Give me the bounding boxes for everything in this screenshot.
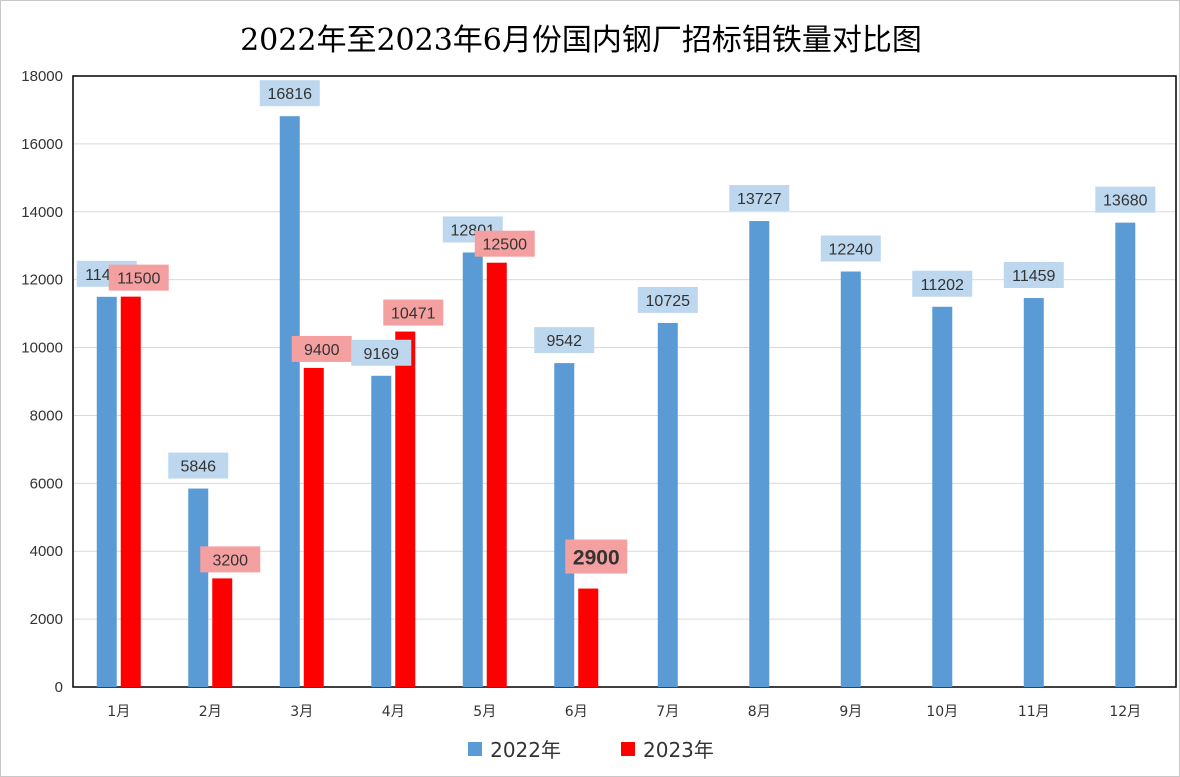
bar-2023 bbox=[578, 588, 599, 687]
plot-border bbox=[72, 75, 1177, 688]
y-tick-label: 10000 bbox=[21, 340, 63, 357]
data-label-2022-bg bbox=[820, 235, 881, 262]
bar-2023 bbox=[395, 331, 416, 687]
bar-2022 bbox=[188, 488, 209, 687]
bar-2022 bbox=[554, 363, 575, 687]
data-label-2022-bg bbox=[351, 339, 412, 366]
bar-2022 bbox=[657, 322, 678, 687]
data-label-2023: 2900 bbox=[573, 547, 620, 570]
data-label-2023: 11500 bbox=[117, 271, 160, 288]
bar-2022 bbox=[279, 116, 300, 687]
data-label-2022: 10725 bbox=[646, 293, 691, 310]
data-label-2022-bg bbox=[259, 80, 320, 107]
x-category-label: 11月 bbox=[1018, 704, 1050, 720]
x-category-label: 6月 bbox=[565, 704, 588, 720]
data-label-2022-bg bbox=[1095, 186, 1156, 213]
legend-label-2023: 2023年 bbox=[643, 738, 714, 762]
data-label-2022: 9542 bbox=[546, 333, 582, 350]
bar-2022 bbox=[462, 252, 483, 687]
y-tick-label: 8000 bbox=[30, 407, 63, 424]
data-label-2022: 13727 bbox=[737, 191, 782, 208]
data-label-2022: 16816 bbox=[268, 86, 313, 103]
bar-2022 bbox=[840, 271, 861, 687]
data-label-2022: 12240 bbox=[829, 242, 874, 259]
bar-2023 bbox=[120, 296, 141, 687]
bar-2023 bbox=[486, 262, 507, 687]
data-label-2022-bg bbox=[637, 286, 698, 313]
bar-2022 bbox=[749, 221, 770, 687]
bar-2022 bbox=[1115, 222, 1136, 687]
data-label-2023-bg bbox=[200, 546, 261, 573]
y-tick-label: 16000 bbox=[21, 136, 63, 153]
y-tick-label: 18000 bbox=[21, 68, 63, 85]
data-label-2023-bg bbox=[108, 264, 169, 291]
y-tick-label: 4000 bbox=[30, 543, 63, 560]
data-label-2023-bg bbox=[565, 539, 628, 574]
y-tick-label: 6000 bbox=[30, 475, 63, 492]
data-label-2023-bg bbox=[291, 335, 352, 362]
y-tick-label: 0 bbox=[55, 679, 63, 696]
legend: 2022年 2023年 bbox=[1, 734, 1180, 763]
chart-title: 2022年至2023年6月份国内钢厂招标钼铁量对比图 bbox=[240, 23, 922, 58]
legend-item-2022: 2022年 bbox=[468, 734, 561, 763]
bar-2023 bbox=[212, 578, 233, 687]
x-category-label: 2月 bbox=[199, 704, 222, 720]
data-label-2022-bg bbox=[1003, 262, 1064, 289]
legend-swatch-2023 bbox=[621, 741, 635, 756]
data-label-2023-bg bbox=[383, 299, 444, 326]
x-category-label: 5月 bbox=[473, 704, 496, 720]
y-tick-label: 14000 bbox=[21, 204, 63, 221]
bar-2022 bbox=[371, 375, 392, 687]
data-label-2023-bg bbox=[474, 230, 535, 257]
bar-2023 bbox=[303, 367, 324, 687]
x-category-label: 8月 bbox=[748, 704, 771, 720]
x-category-label: 10月 bbox=[926, 704, 958, 720]
x-category-label: 1月 bbox=[107, 704, 130, 720]
x-category-label: 4月 bbox=[382, 704, 405, 720]
data-label-2022: 13680 bbox=[1103, 193, 1148, 210]
x-category-label: 7月 bbox=[656, 704, 679, 720]
data-label-2022: 11202 bbox=[921, 277, 964, 294]
x-category-label: 12月 bbox=[1109, 704, 1141, 720]
x-category-label: 9月 bbox=[839, 704, 862, 720]
data-label-2022: 5846 bbox=[180, 459, 216, 476]
data-label-2022-bg bbox=[534, 327, 595, 354]
legend-label-2022: 2022年 bbox=[490, 738, 561, 762]
data-label-2022: 11459 bbox=[1012, 268, 1055, 285]
bar-2022 bbox=[1023, 298, 1044, 687]
data-label-2023: 3200 bbox=[212, 552, 248, 569]
data-label-2023: 10471 bbox=[391, 306, 436, 323]
y-tick-label: 2000 bbox=[30, 611, 63, 628]
legend-item-2023: 2023年 bbox=[621, 734, 714, 763]
data-label-2022-bg bbox=[729, 185, 790, 212]
data-label-2022-bg bbox=[912, 270, 973, 297]
y-tick-label: 12000 bbox=[21, 272, 63, 289]
data-label-2022-bg bbox=[168, 452, 229, 479]
legend-swatch-2022 bbox=[468, 741, 483, 756]
bar-chart: 0 2000 4000 6000 8000 10000 12000 14000 16000 180… bbox=[21, 68, 1177, 720]
data-label-2023: 9400 bbox=[304, 342, 340, 359]
bar-2022 bbox=[96, 296, 117, 687]
bar-2022 bbox=[932, 306, 953, 687]
x-category-label: 3月 bbox=[290, 704, 313, 720]
data-label-2022: 9169 bbox=[363, 346, 399, 363]
data-label-2023: 12500 bbox=[483, 237, 528, 254]
